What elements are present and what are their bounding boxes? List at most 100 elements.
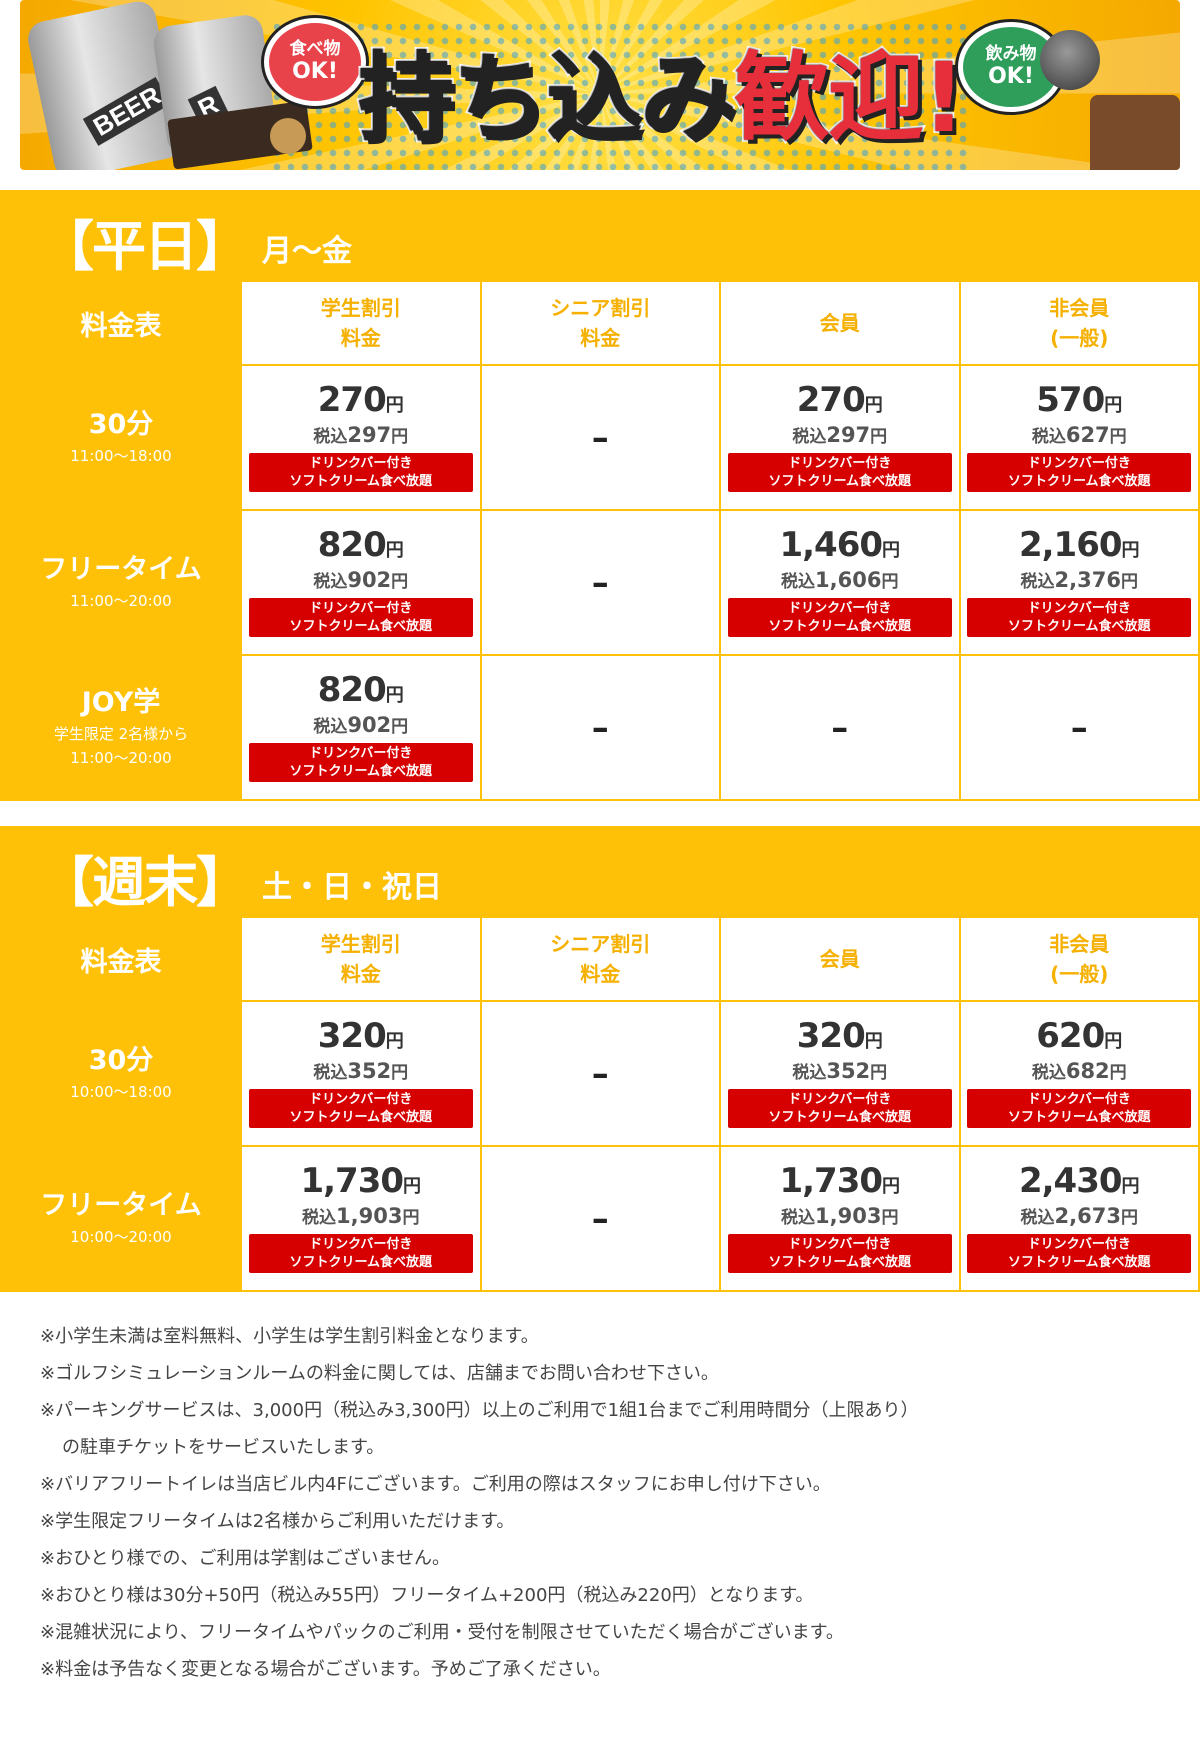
price-tax-included: 税込682円 (961, 1058, 1199, 1083)
food-ok-bubble: 食べ物 OK! (264, 18, 366, 106)
yen-unit: 円 (1121, 1175, 1140, 1197)
note-item: ※ゴルフシミュレーションルームの料金に関しては、店舗までお問い合わせ下さい。 (40, 1363, 719, 1384)
price-value: 620円 (961, 1018, 1199, 1055)
drink-bar-badge: ドリンクバー付き ソフトクリーム食べ放題 (727, 1234, 952, 1274)
drink-bar-badge: ドリンクバー付き ソフトクリーム食べ放題 (967, 598, 1192, 638)
badge-line2: ソフトクリーム食べ放題 (768, 618, 912, 634)
price-cell: 2,430円 税込2,673円 ドリンクバー付き ソフトクリーム食べ放題 (960, 1147, 1199, 1290)
price-cell: – (481, 1147, 719, 1290)
drink-bar-badge: ドリンクバー付き ソフトクリーム食べ放題 (248, 743, 473, 783)
tax-prefix: 税込 (302, 1208, 337, 1229)
price-number: 270 (317, 379, 387, 420)
price-value: 1,730円 (242, 1163, 480, 1200)
note-item: ※混雑状況により、フリータイムやパックのご利用・受付を制限させていただく場合がご… (40, 1622, 844, 1643)
column-header: 会員 (721, 918, 959, 1000)
beer-can-label: BEER (82, 76, 172, 146)
promo-banner: BEER R 食べ物 OK! 持ち込み歓迎! 飲み物 OK! (20, 0, 1180, 170)
tax-number: 352 (347, 1059, 392, 1084)
tax-number: 682 (1065, 1059, 1110, 1084)
badge-line2: ソフトクリーム食べ放題 (289, 473, 433, 489)
badge-line2: ソフトクリーム食べ放題 (1007, 473, 1151, 489)
headline-black: 持ち込み (356, 40, 738, 156)
price-value: 1,730円 (721, 1163, 959, 1200)
yen-unit: 円 (870, 427, 888, 448)
note-item: の駐車チケットをサービスいたします。 (62, 1437, 385, 1458)
badge-line2: ソフトクリーム食べ放題 (289, 763, 433, 779)
tax-prefix: 税込 (1020, 572, 1055, 593)
tax-prefix: 税込 (792, 1063, 827, 1084)
price-value: 270円 (242, 379, 480, 420)
column-header: 会員 (721, 282, 959, 364)
price-cell: 1,730円税込1,903円ドリンクバー付き ソフトクリーム食べ放題 (721, 1147, 959, 1290)
badge-line1: ドリンクバー付き (788, 456, 892, 472)
corner-label: 料金表 (80, 310, 162, 342)
column-header-line1: シニア割引 (550, 296, 651, 320)
yen-unit: 円 (391, 427, 409, 448)
tax-number: 902 (347, 568, 392, 593)
badge-line2: ソフトクリーム食べ放題 (1007, 1109, 1151, 1125)
column-header-line1: 会員 (819, 311, 860, 335)
row-header: 30分 11:00～18:00 (2, 366, 240, 509)
drink-cup-icon (1090, 95, 1180, 170)
column-header-line2: 料金 (340, 326, 381, 350)
row-header: フリータイム 10:00～20:00 (2, 1147, 240, 1290)
yen-unit: 円 (864, 1030, 883, 1052)
note-item: ※おひとり様での、ご利用は学割はございません。 (40, 1548, 450, 1569)
yen-unit: 円 (882, 1175, 901, 1197)
badge-line2: ソフトクリーム食べ放題 (289, 618, 433, 634)
price-value: 270円 (721, 382, 959, 419)
price-tax-included: 税込352円 (242, 1058, 480, 1083)
drink-bar-badge: ドリンクバー付き ソフトクリーム食べ放題 (967, 1089, 1192, 1129)
column-header-line1: 学生割引 (320, 932, 401, 956)
column-header-line2: (一般) (1050, 326, 1109, 350)
banner-dots (270, 20, 970, 170)
price-number: 320 (317, 1015, 387, 1056)
drink-bar-badge: ドリンクバー付き ソフトクリーム食べ放題 (727, 453, 952, 493)
drink-bar-badge: ドリンクバー付き ソフトクリーム食べ放題 (727, 598, 952, 638)
tax-number: 2,673 (1054, 1204, 1121, 1229)
column-header-line2: (一般) (1050, 962, 1109, 986)
yen-unit: 円 (385, 684, 404, 706)
price-tax-included: 税込297円 (721, 422, 959, 447)
drink-bar-badge: ドリンクバー付き ソフトクリーム食べ放題 (248, 598, 473, 638)
price-tax-included: 税込2,673円 (961, 1203, 1199, 1228)
yen-unit: 円 (1109, 427, 1127, 448)
row-header: フリータイム 11:00～20:00 (2, 511, 240, 654)
yen-unit: 円 (1104, 1030, 1123, 1052)
price-tax-included: 税込1,903円 (721, 1203, 959, 1228)
notes-list: ※小学生未満は室料無料、小学生は学生割引料金となります。 ※ゴルフシミュレーション… (40, 1318, 1160, 1688)
row-time: 11:00～20:00 (70, 591, 172, 610)
drink-bar-badge: ドリンクバー付き ソフトクリーム食べ放題 (727, 1089, 952, 1129)
price-number: 570 (1036, 379, 1105, 420)
badge-line1: ドリンクバー付き (309, 601, 413, 617)
row-time-2: 11:00～20:00 (70, 748, 172, 767)
price-tax-included: 税込297円 (242, 422, 480, 447)
price-cell: – (481, 1002, 719, 1145)
yen-unit: 円 (1121, 539, 1140, 561)
price-cell: 620円税込682円ドリンクバー付き ソフトクリーム食べ放題 (960, 1002, 1199, 1145)
table-row: JOY学 学生限定 2名様から 11:00～20:00 820円 税込902円 ドリンクバ… (2, 656, 1198, 799)
price-cell: 2,160円 税込2,376円 ドリンクバー付き ソフトクリーム食べ放題 (960, 511, 1198, 654)
weekend-section: 【週末】 土・日・祝日 料金表 学生割引 料金 シニア割引 料金 会員 非会員 (一般) 30分… (0, 826, 1200, 1292)
column-header: 学生割引 料金 (242, 282, 480, 364)
column-header-line1: シニア割引 (550, 932, 651, 956)
column-header: シニア割引 料金 (481, 918, 719, 1000)
note-item: ※おひとり様は30分+50円（税込み55円）フリータイム+200円（税込み220… (40, 1585, 814, 1606)
badge-line1: ドリンクバー付き (1027, 601, 1131, 617)
weekday-subtitle: 月～金 (262, 234, 352, 269)
yen-unit: 円 (882, 539, 901, 561)
row-header: 30分 10:00～18:00 (2, 1002, 240, 1145)
table-row: 30分 11:00～18:00 270円 税込297円 ドリンクバー付き ソフトクリーム食… (2, 366, 1198, 509)
note-item: ※学生限定フリータイムは2名様からご利用いただけます。 (40, 1511, 515, 1532)
badge-line2: ソフトクリーム食べ放題 (1007, 1254, 1151, 1270)
tax-number: 1,903 (336, 1204, 403, 1229)
weekend-title: 【週末】 (40, 851, 250, 914)
weekday-title: 【平日】 (40, 215, 250, 278)
price-cell: 320円 税込352円 ドリンクバー付き ソフトクリーム食べ放題 (721, 1002, 959, 1145)
table-header-row: 料金表 学生割引 料金 シニア割引 料金 会員 非会員 (一般) (2, 282, 1198, 364)
yen-unit: 円 (881, 572, 899, 593)
table-row: フリータイム 11:00～20:00 820円 税込902円 ドリンクバー付き ソフトクリ… (2, 511, 1198, 654)
row-time: 10:00～18:00 (70, 1082, 172, 1101)
price-cell: – (960, 656, 1198, 799)
price-number: 1,460 (779, 524, 883, 565)
